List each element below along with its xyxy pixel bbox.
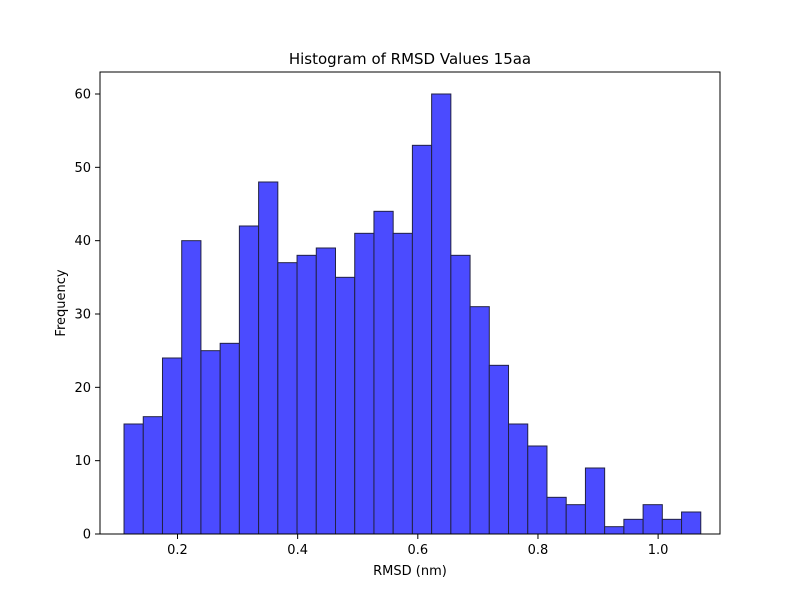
histogram-bar <box>354 232 375 535</box>
histogram-bar <box>411 144 433 535</box>
histogram-bar <box>488 364 510 535</box>
histogram-bar <box>200 350 221 535</box>
x-tick-label: 0.6 <box>407 543 428 558</box>
chart-title: Histogram of RMSD Values 15aa <box>289 50 531 68</box>
histogram-bar <box>296 254 317 535</box>
histogram-bar <box>123 423 144 535</box>
y-tick-label: 0 <box>83 528 91 543</box>
y-tick-label: 30 <box>74 308 91 323</box>
y-tick-label: 60 <box>74 88 91 103</box>
histogram-bar <box>469 306 490 535</box>
histogram-bar <box>238 225 260 535</box>
histogram-bar <box>623 518 644 535</box>
y-tick-label: 50 <box>74 161 91 176</box>
x-tick-label: 0.2 <box>167 543 188 558</box>
plot-frame <box>99 71 721 535</box>
histogram-bar <box>604 526 625 535</box>
histogram-bar <box>661 518 683 535</box>
histogram-bar <box>565 504 586 535</box>
histogram-bar <box>681 511 702 535</box>
x-tick-label: 1.0 <box>648 543 669 558</box>
histogram-bar <box>546 496 567 535</box>
x-tick-label: 0.8 <box>528 543 549 558</box>
histogram-bar <box>277 262 298 535</box>
bars-group <box>123 93 702 535</box>
x-axis-label: RMSD (nm) <box>373 564 447 579</box>
histogram-bar <box>392 232 413 535</box>
y-tick-label: 20 <box>74 381 91 396</box>
histogram-bar <box>315 247 336 535</box>
histogram-bar <box>181 240 202 535</box>
x-axis-ticks: 0.2 0.4 0.6 0.8 1.0 <box>167 534 668 558</box>
histogram-bar <box>335 276 356 535</box>
histogram-bar <box>431 93 452 535</box>
y-tick-label: 40 <box>74 234 91 249</box>
histogram-bar <box>642 504 663 535</box>
histogram-bar <box>508 423 529 535</box>
y-tick-label: 10 <box>74 454 91 469</box>
histogram-bar <box>527 445 548 535</box>
histogram-bar <box>450 254 471 535</box>
x-tick-label: 0.4 <box>287 543 308 558</box>
histogram-bar <box>161 357 183 535</box>
histogram-bar <box>219 342 240 535</box>
y-axis-ticks: 0 10 20 30 40 50 60 <box>74 88 100 543</box>
histogram-bar <box>373 210 394 535</box>
histogram-bar <box>258 181 279 535</box>
histogram-bar <box>584 467 606 535</box>
histogram-bar <box>142 416 163 535</box>
y-axis-label: Frequency <box>54 269 69 336</box>
